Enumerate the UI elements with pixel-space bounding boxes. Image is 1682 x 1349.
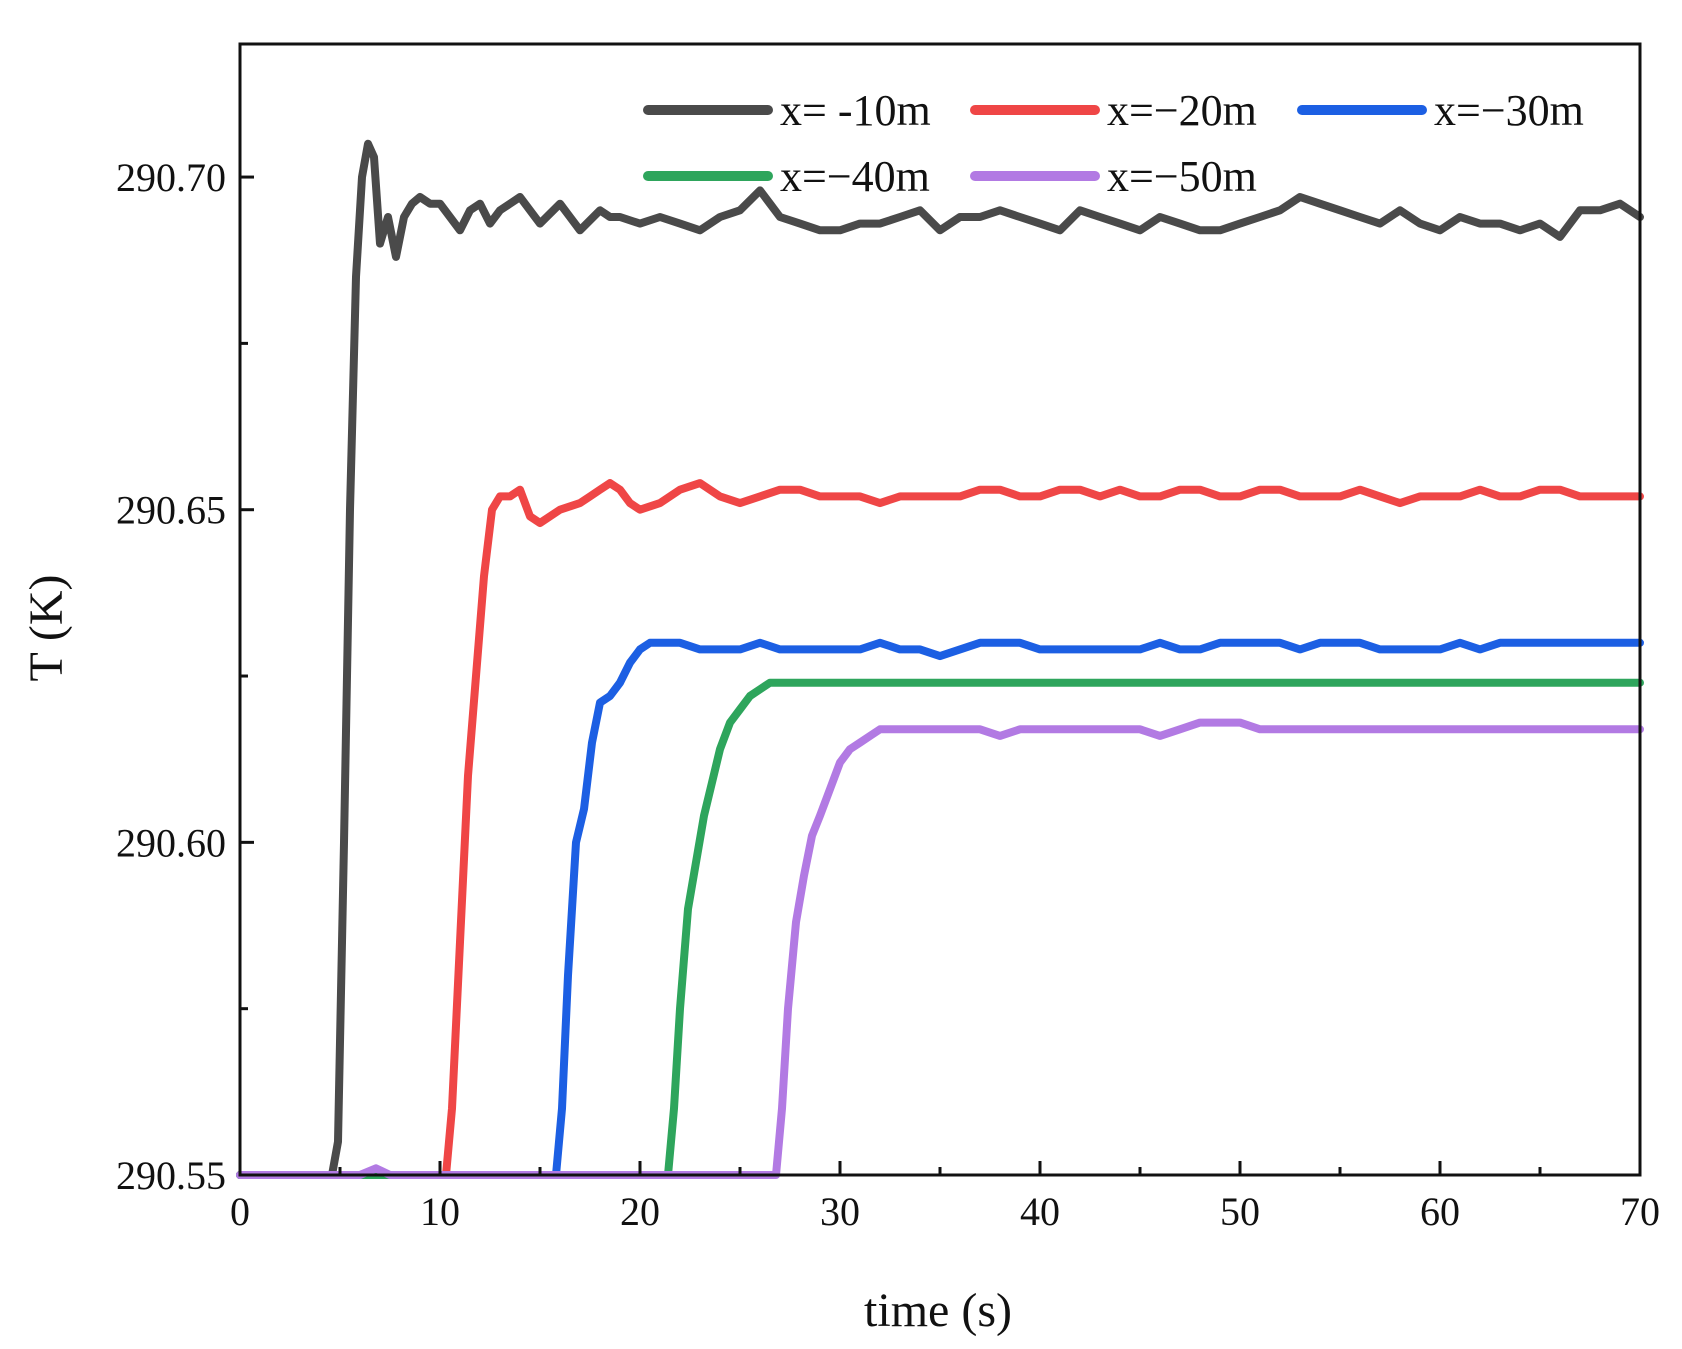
x-tick-label: 0 bbox=[230, 1189, 250, 1234]
x-axis-title: time (s) bbox=[864, 1284, 1012, 1337]
legend-label-5: x=−50m bbox=[1107, 152, 1257, 201]
x-tick-label: 70 bbox=[1620, 1189, 1660, 1234]
legend-label-2: x=−20m bbox=[1107, 86, 1257, 135]
y-tick-label: 290.60 bbox=[116, 820, 226, 865]
series-line-2 bbox=[236, 479, 1644, 1179]
series-line-1 bbox=[236, 139, 1644, 1179]
series-layer bbox=[236, 139, 1644, 1179]
series-line-4 bbox=[236, 678, 1644, 1179]
x-tick-label: 30 bbox=[820, 1189, 860, 1234]
axes-layer: 0 10 20 30 40 50 60 70 290.55 290.60 290.65 290.70 bbox=[116, 42, 1660, 1234]
series-line-3 bbox=[236, 638, 1644, 1179]
y-tick-label: 290.70 bbox=[116, 155, 226, 200]
legend-label-3: x=−30m bbox=[1434, 86, 1584, 135]
legend: x= -10m x=−20m x=−30m x=−40m x=−50m bbox=[643, 86, 1584, 201]
legend-label-1: x= -10m bbox=[780, 86, 931, 135]
x-tick-label: 10 bbox=[420, 1189, 460, 1234]
x-tick-label: 20 bbox=[620, 1189, 660, 1234]
y-tick-label: 290.65 bbox=[116, 488, 226, 533]
y-axis-title: T (K) bbox=[20, 574, 73, 681]
x-tick-label: 40 bbox=[1020, 1189, 1060, 1234]
x-tick-label: 50 bbox=[1220, 1189, 1260, 1234]
x-tick-label: 60 bbox=[1420, 1189, 1460, 1234]
legend-label-4: x=−40m bbox=[780, 152, 930, 201]
y-tick-label: 290.55 bbox=[116, 1153, 226, 1198]
